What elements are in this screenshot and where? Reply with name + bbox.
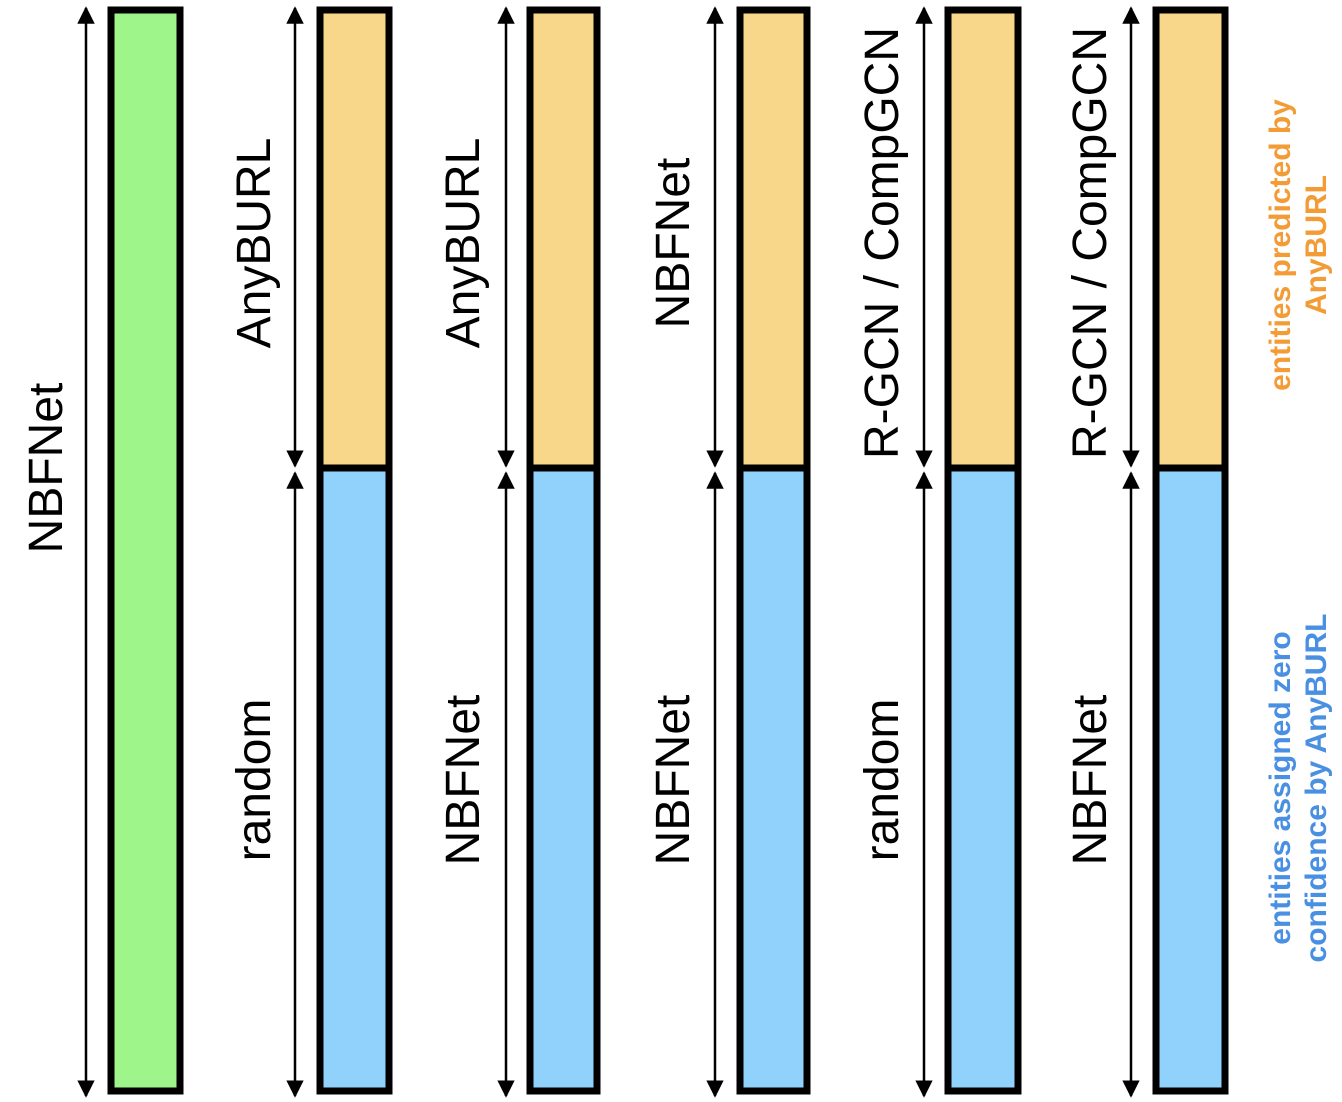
- label-top: AnyBURL: [437, 138, 490, 349]
- label-bottom: random: [856, 699, 909, 862]
- bar-top-segment: [316, 6, 393, 472]
- column-5: R-GCN / CompGCN random: [856, 6, 1022, 1098]
- legend-bottom: entities assigned zero confidence by Any…: [1264, 614, 1333, 963]
- bar-top-segment: [736, 6, 811, 472]
- label-bottom: NBFNet: [647, 695, 700, 866]
- label-bottom: random: [228, 699, 281, 862]
- bar-bottom-segment: [526, 464, 601, 1095]
- column-3: AnyBURL NBFNet: [437, 6, 601, 1098]
- bar-bottom-segment: [736, 464, 811, 1095]
- bar-bottom-segment: [1152, 464, 1229, 1095]
- label-top: R-GCN / CompGCN: [856, 27, 909, 459]
- bar-top-segment: [1152, 6, 1229, 472]
- column-4: NBFNet NBFNet: [647, 6, 811, 1098]
- label-bottom: NBFNet: [1064, 695, 1117, 866]
- bar-top-segment: [526, 6, 601, 472]
- bar-full-segment: [107, 6, 184, 1095]
- legend-top-line-2: AnyBURL: [1300, 175, 1333, 315]
- label-full: NBFNet: [20, 383, 73, 554]
- legend-bottom-line-1: entities assigned zero: [1264, 631, 1297, 944]
- column-6: R-GCN / CompGCN NBFNet: [1064, 6, 1229, 1098]
- label-top: NBFNet: [647, 158, 700, 329]
- legend-top-line-1: entities predicted by: [1264, 99, 1297, 391]
- bar-bottom-segment: [316, 464, 393, 1095]
- column-1: NBFNet: [20, 6, 184, 1098]
- legend-top: entities predicted by AnyBURL: [1264, 99, 1333, 391]
- bar-bottom-segment: [944, 464, 1022, 1095]
- bar-top-segment: [944, 6, 1022, 472]
- legend-bottom-line-2: confidence by AnyBURL: [1300, 614, 1333, 963]
- label-bottom: NBFNet: [437, 695, 490, 866]
- label-top: R-GCN / CompGCN: [1064, 27, 1117, 459]
- label-top: AnyBURL: [228, 138, 281, 349]
- column-2: AnyBURL random: [228, 6, 393, 1098]
